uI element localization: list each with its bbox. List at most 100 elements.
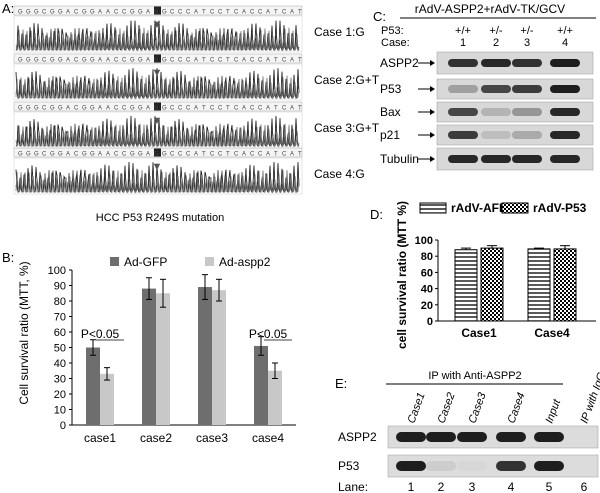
bar-ad-aspp2 (268, 370, 282, 425)
base-letter: A (290, 152, 294, 158)
base-letter: G (138, 10, 143, 16)
blot-band (426, 461, 456, 471)
base-letter: T (274, 152, 278, 158)
base-letter: C (178, 10, 183, 16)
base-letter: C (282, 106, 287, 112)
base-letter: C (114, 106, 119, 112)
trace-frame (13, 157, 303, 195)
x-tick-label: case3 (196, 431, 228, 445)
base-letter: G (58, 58, 63, 64)
chromatogram-group: G G G C G G A C G G A A C C G G A G G C C C A T C C T C A C C A T C A T▼ Cas… (13, 5, 380, 195)
blot-band (512, 131, 542, 139)
genotype-label: +/- (489, 25, 502, 37)
base-letter: A (98, 152, 102, 158)
blot-band (448, 131, 478, 139)
base-letter: A (106, 10, 110, 16)
base-letter: C (234, 106, 239, 112)
base-letter: C (218, 152, 223, 158)
case-label: Case 1:G (314, 25, 365, 39)
blot-band (550, 59, 580, 67)
bar-ad-aspp2 (100, 373, 114, 425)
panel-c-p53-label: P53: (381, 25, 404, 37)
y-tick-label: 20 (54, 389, 66, 401)
base-letter: C (114, 10, 119, 16)
base-letter: C (210, 106, 215, 112)
base-letter: C (122, 10, 127, 16)
x-tick-label: case2 (140, 431, 172, 445)
base-letter: G (138, 152, 143, 158)
legend-label: Ad-GFP (124, 255, 167, 269)
base-letter: C (218, 106, 223, 112)
chromatogram-trace (15, 27, 300, 52)
base-letter: A (146, 152, 150, 158)
mutation-arrow-icon: ▼ (152, 161, 163, 173)
blot-band (550, 131, 580, 139)
base-letter: C (74, 58, 79, 64)
base-letter: C (170, 106, 175, 112)
base-letter: A (290, 106, 294, 112)
y-tick-label: 40 (54, 358, 66, 370)
blot-band (396, 461, 426, 471)
base-letter: A (66, 106, 70, 112)
arrow-head-icon (430, 86, 435, 92)
base-letter: C (178, 58, 183, 64)
lane-label: Lane: (338, 480, 368, 493)
base-letter: C (250, 10, 255, 16)
lane-header: Input (544, 397, 564, 425)
base-letter: C (234, 10, 239, 16)
highlighted-base (154, 102, 161, 111)
arrow-head-icon (430, 132, 435, 138)
lane-header: Case4 (506, 391, 528, 425)
arrow-head-icon (430, 109, 435, 115)
blot-band (481, 131, 511, 139)
bar-radv-afp (527, 248, 551, 322)
base-letter: C (250, 152, 255, 158)
base-letter: A (66, 58, 70, 64)
base-letter: G (162, 106, 167, 112)
base-letter: G (50, 106, 55, 112)
legend-swatch (501, 202, 529, 214)
significance-label: P<0.05 (81, 327, 120, 341)
base-letter: C (42, 106, 47, 112)
base-letter: C (42, 58, 47, 64)
panel-b-label: B: (2, 250, 14, 265)
base-letter: C (170, 58, 175, 64)
base-letter: C (186, 10, 191, 16)
lane-header: Case2 (436, 391, 458, 425)
base-letter: A (242, 106, 246, 112)
base-letter: G (130, 106, 135, 112)
base-letter: C (250, 58, 255, 64)
blot-band (512, 85, 542, 93)
base-letter: G (82, 152, 87, 158)
case-label: Case 3:G+T (314, 121, 380, 135)
y-tick-label: 50 (54, 343, 66, 355)
x-tick-label: case4 (252, 431, 284, 445)
base-letter: G (162, 58, 167, 64)
blot-strip (387, 454, 599, 478)
base-letter: C (258, 10, 263, 16)
base-letter: C (186, 152, 191, 158)
base-letter: G (18, 58, 23, 64)
base-letter: G (26, 106, 31, 112)
base-letter: A (194, 58, 198, 64)
base-letter: A (242, 10, 246, 16)
x-tick-label: Case4 (534, 326, 570, 340)
blot-row-label: P53 (380, 82, 402, 96)
base-letter: A (98, 106, 102, 112)
base-letter: G (58, 106, 63, 112)
mutation-arrow-icon: ▼ (152, 115, 163, 127)
y-tick-label: 0 (427, 316, 433, 328)
base-letter: G (90, 10, 95, 16)
blot-band (457, 461, 487, 471)
base-letter: A (98, 58, 102, 64)
blot-band (550, 85, 580, 93)
bar-ad-aspp2 (212, 290, 226, 425)
panel-c-label: C: (373, 9, 386, 24)
blot-band (396, 432, 426, 442)
base-letter: C (218, 58, 223, 64)
base-letter: C (234, 58, 239, 64)
base-letter: G (34, 106, 39, 112)
base-letter: G (82, 106, 87, 112)
base-letter: A (242, 152, 246, 158)
